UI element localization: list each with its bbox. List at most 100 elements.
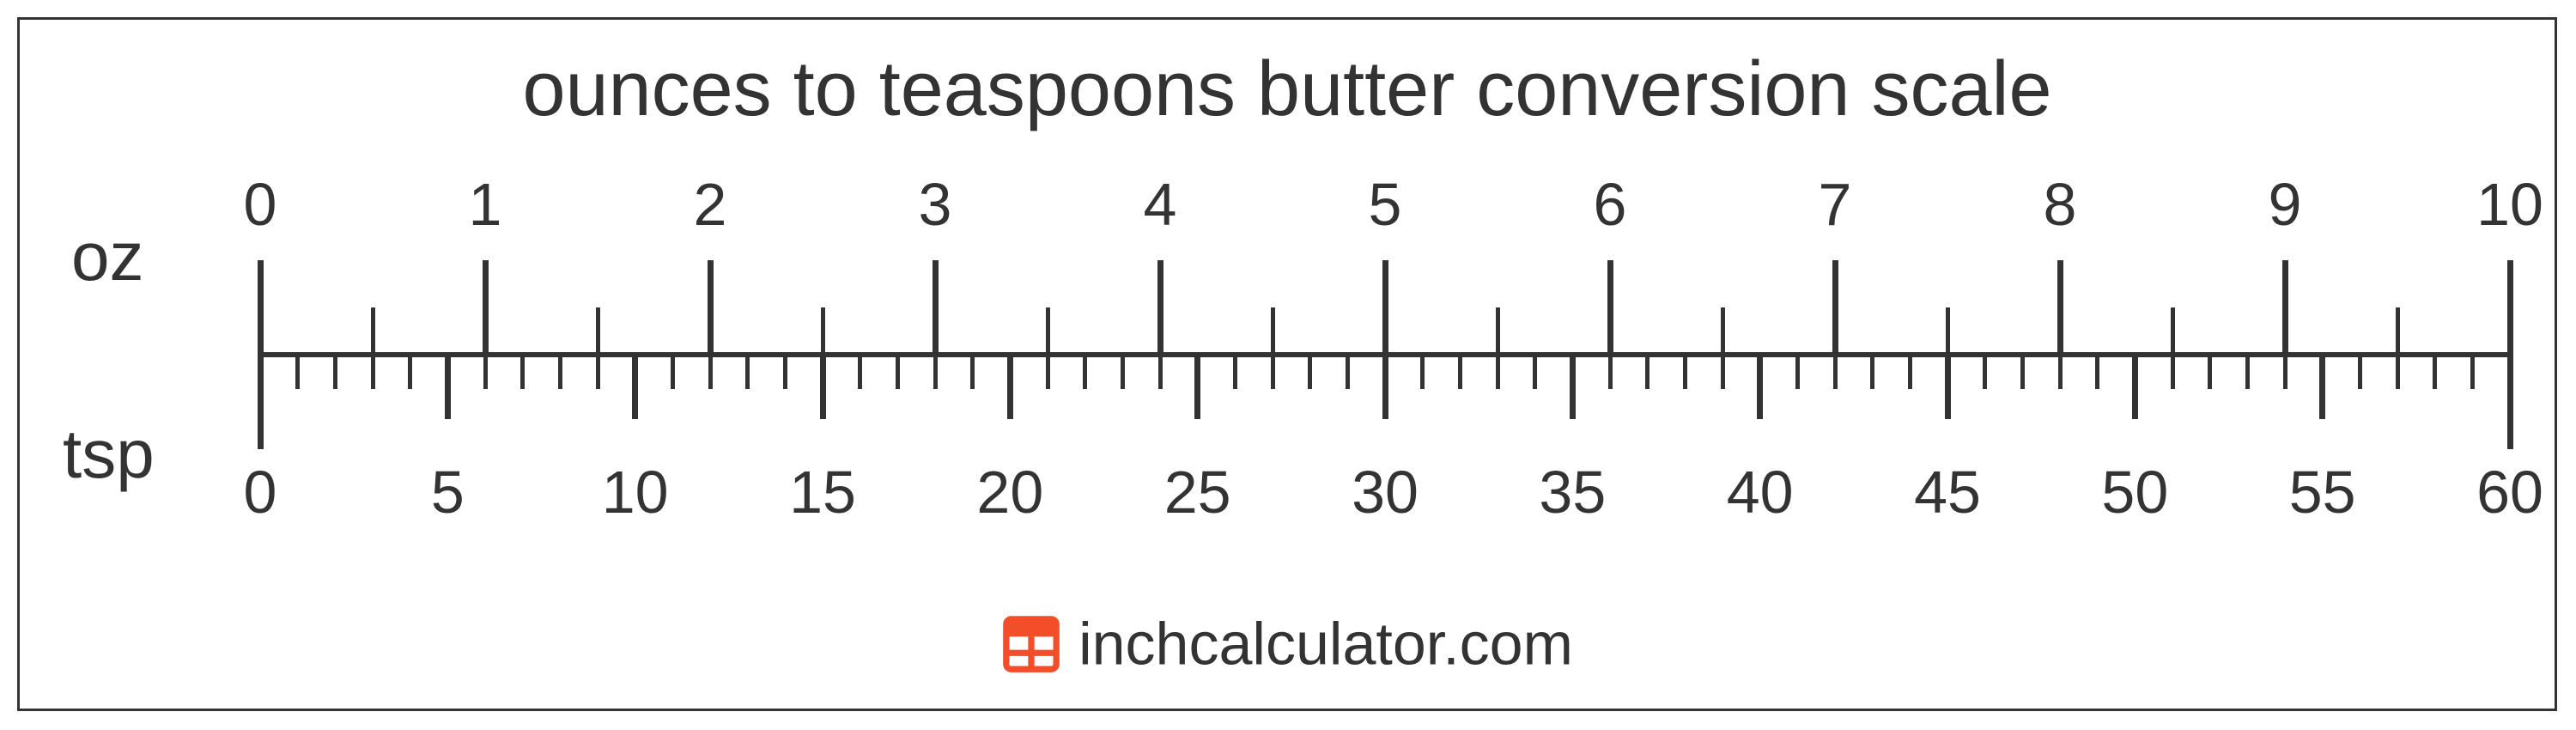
bottom-minor-tick bbox=[2245, 355, 2250, 389]
attribution: inchcalculator.com bbox=[20, 605, 2555, 678]
bottom-minor-tick bbox=[2171, 355, 2175, 389]
bottom-medium-tick bbox=[1757, 355, 1763, 419]
bottom-major-tick bbox=[258, 355, 264, 449]
bottom-minor-tick bbox=[2020, 355, 2025, 389]
scale-frame: ounces to teaspoons butter conversion sc… bbox=[17, 17, 2557, 711]
bottom-minor-tick bbox=[1645, 355, 1649, 389]
bottom-minor-tick bbox=[2208, 355, 2212, 389]
top-tick-label: 2 bbox=[694, 170, 727, 239]
bottom-unit-label: tsp bbox=[63, 415, 155, 494]
top-tick-label: 10 bbox=[2476, 170, 2543, 239]
bottom-minor-tick bbox=[2283, 355, 2287, 389]
bottom-tick-label: 0 bbox=[244, 458, 277, 526]
top-major-tick bbox=[708, 260, 714, 355]
bottom-medium-tick bbox=[2319, 355, 2325, 419]
top-minor-tick bbox=[1046, 307, 1050, 355]
top-major-tick bbox=[258, 260, 264, 355]
bottom-medium-tick bbox=[1382, 355, 1388, 419]
bottom-minor-tick bbox=[1533, 355, 1537, 389]
bottom-minor-tick bbox=[2396, 355, 2400, 389]
top-tick-label: 6 bbox=[1594, 170, 1627, 239]
bottom-minor-tick bbox=[1420, 355, 1425, 389]
bottom-minor-tick bbox=[1983, 355, 1987, 389]
bottom-minor-tick bbox=[483, 355, 488, 389]
top-tick-label: 8 bbox=[2044, 170, 2077, 239]
bottom-minor-tick bbox=[520, 355, 525, 389]
top-major-tick bbox=[2057, 260, 2063, 355]
bottom-minor-tick bbox=[783, 355, 787, 389]
bottom-medium-tick bbox=[1007, 355, 1013, 419]
bottom-minor-tick bbox=[596, 355, 600, 389]
top-major-tick bbox=[483, 260, 489, 355]
bottom-medium-tick bbox=[2132, 355, 2138, 419]
bottom-minor-tick bbox=[1683, 355, 1687, 389]
bottom-medium-tick bbox=[632, 355, 638, 419]
top-tick-label: 4 bbox=[1144, 170, 1177, 239]
top-major-tick bbox=[1607, 260, 1613, 355]
bottom-minor-tick bbox=[745, 355, 750, 389]
bottom-tick-label: 10 bbox=[602, 458, 669, 526]
top-tick-label: 7 bbox=[1819, 170, 1852, 239]
bottom-tick-label: 60 bbox=[2476, 458, 2543, 526]
bottom-minor-tick bbox=[371, 355, 375, 389]
bottom-medium-tick bbox=[1194, 355, 1200, 419]
calculator-icon bbox=[1001, 614, 1061, 674]
bottom-minor-tick bbox=[1121, 355, 1125, 389]
top-minor-tick bbox=[821, 307, 825, 355]
top-minor-tick bbox=[2171, 307, 2175, 355]
bottom-medium-tick bbox=[1570, 355, 1576, 419]
bottom-minor-tick bbox=[1908, 355, 1912, 389]
top-tick-label: 9 bbox=[2269, 170, 2302, 239]
bottom-tick-label: 45 bbox=[1914, 458, 1981, 526]
bottom-minor-tick bbox=[970, 355, 975, 389]
bottom-tick-label: 55 bbox=[2289, 458, 2356, 526]
bottom-medium-tick bbox=[445, 355, 451, 419]
bottom-tick-label: 15 bbox=[789, 458, 856, 526]
bottom-minor-tick bbox=[1608, 355, 1613, 389]
bottom-minor-tick bbox=[1083, 355, 1087, 389]
bottom-tick-label: 35 bbox=[1539, 458, 1606, 526]
top-major-tick bbox=[1157, 260, 1163, 355]
bottom-minor-tick bbox=[933, 355, 938, 389]
bottom-minor-tick bbox=[558, 355, 562, 389]
top-major-tick bbox=[2507, 260, 2513, 355]
top-minor-tick bbox=[596, 307, 600, 355]
bottom-minor-tick bbox=[1870, 355, 1874, 389]
top-minor-tick bbox=[1271, 307, 1275, 355]
bottom-minor-tick bbox=[708, 355, 713, 389]
top-major-tick bbox=[1832, 260, 1838, 355]
bottom-tick-label: 30 bbox=[1352, 458, 1419, 526]
bottom-minor-tick bbox=[1346, 355, 1350, 389]
bottom-minor-tick bbox=[1046, 355, 1050, 389]
top-unit-label: oz bbox=[71, 217, 144, 296]
bottom-minor-tick bbox=[2433, 355, 2437, 389]
top-major-tick bbox=[933, 260, 939, 355]
scale-title: ounces to teaspoons butter conversion sc… bbox=[20, 46, 2555, 134]
bottom-tick-label: 50 bbox=[2101, 458, 2168, 526]
top-minor-tick bbox=[371, 307, 375, 355]
top-tick-label: 1 bbox=[469, 170, 502, 239]
top-tick-label: 5 bbox=[1369, 170, 1402, 239]
bottom-minor-tick bbox=[1496, 355, 1500, 389]
bottom-minor-tick bbox=[2058, 355, 2063, 389]
top-minor-tick bbox=[2396, 307, 2400, 355]
top-major-tick bbox=[2282, 260, 2288, 355]
top-minor-tick bbox=[1496, 307, 1500, 355]
bottom-minor-tick bbox=[1795, 355, 1800, 389]
bottom-minor-tick bbox=[2358, 355, 2362, 389]
top-major-tick bbox=[1382, 260, 1388, 355]
bottom-minor-tick bbox=[1721, 355, 1725, 389]
top-minor-tick bbox=[1721, 307, 1725, 355]
top-tick-label: 3 bbox=[919, 170, 952, 239]
bottom-medium-tick bbox=[1945, 355, 1951, 419]
bottom-minor-tick bbox=[858, 355, 862, 389]
bottom-tick-label: 25 bbox=[1164, 458, 1231, 526]
bottom-minor-tick bbox=[333, 355, 337, 389]
bottom-minor-tick bbox=[1833, 355, 1838, 389]
bottom-minor-tick bbox=[408, 355, 412, 389]
bottom-minor-tick bbox=[896, 355, 900, 389]
bottom-tick-label: 20 bbox=[976, 458, 1043, 526]
bottom-minor-tick bbox=[671, 355, 675, 389]
top-tick-label: 0 bbox=[244, 170, 277, 239]
bottom-minor-tick bbox=[2095, 355, 2099, 389]
